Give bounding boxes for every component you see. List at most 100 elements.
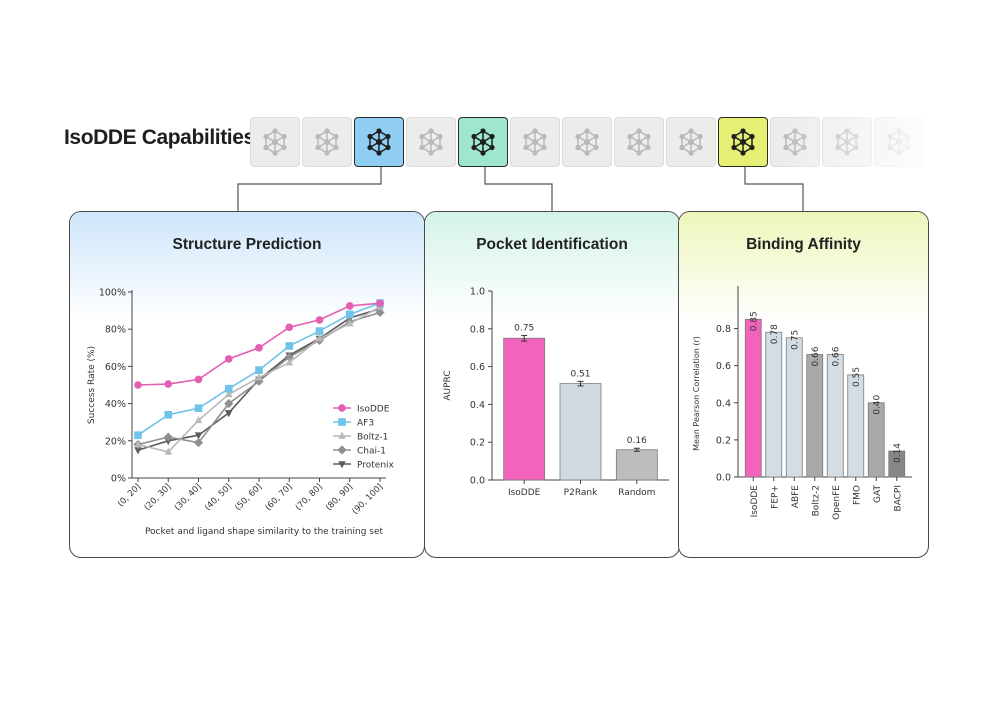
capability-tile-active[interactable] (718, 117, 768, 167)
capability-tile[interactable] (666, 117, 716, 167)
data-point (255, 373, 263, 381)
legend-label: Chai-1 (357, 447, 386, 457)
series-boltz-1 (134, 302, 384, 455)
connector-affinity (744, 167, 804, 211)
panel-title: Pocket Identification (476, 236, 628, 253)
y-tick-label: 0.6 (470, 362, 485, 373)
x-tick-label: (40, 50] (203, 482, 234, 513)
capability-tile[interactable] (302, 117, 352, 167)
data-point (345, 319, 354, 327)
bar (847, 374, 865, 478)
data-label: 0.85 (750, 311, 760, 331)
y-tick-label: 0.8 (716, 324, 731, 335)
data-point (338, 418, 346, 426)
data-point (134, 381, 142, 389)
y-tick-label: 0.4 (470, 400, 485, 411)
panel-gradient (70, 212, 424, 322)
data-point (164, 410, 173, 419)
panel-gradient (679, 212, 928, 322)
network-graph-icon (523, 128, 547, 156)
data-label: 0.51 (570, 369, 590, 379)
data-point (224, 384, 233, 393)
capability-tile[interactable] (614, 117, 664, 167)
data-label: 0.75 (514, 323, 534, 333)
x-tick-label: GAT (873, 485, 883, 503)
legend-label: Protenix (357, 461, 395, 471)
data-point (134, 440, 142, 448)
data-point (285, 323, 294, 332)
bar (503, 337, 546, 481)
connector-structure (237, 167, 382, 211)
x-tick-label: (70, 80] (294, 482, 325, 513)
x-tick-label: FEP+ (770, 485, 780, 509)
data-point (164, 447, 173, 455)
x-tick-label: IsoDDE (750, 485, 760, 518)
y-tick-label: 0.6 (716, 361, 731, 372)
data-label: 0.75 (791, 330, 801, 350)
data-point (338, 461, 346, 469)
y-tick-label: 0% (111, 474, 126, 485)
capability-tile-active[interactable] (458, 117, 508, 167)
network-graph-icon (627, 128, 651, 156)
y-axis-title: Mean Pearson Correlation (r) (692, 336, 701, 451)
data-point (338, 431, 346, 439)
bar-chart: 0.0 0.2 0.4 0.6 0.8 Mean Pearson Correlation … (692, 286, 912, 520)
legend-label: AF3 (357, 419, 374, 429)
bar-chart: 0.0 0.2 0.4 0.6 0.8 1.0 AUPRC 0.75 IsoDDE 0.51 P2R… (443, 287, 669, 498)
data-label: 0.14 (893, 443, 903, 463)
y-tick-label: 0.0 (470, 476, 485, 487)
data-label: 0.66 (811, 346, 821, 366)
y-tick-label: 0.2 (716, 435, 731, 446)
data-point (194, 416, 203, 424)
network-graph-icon (315, 128, 339, 156)
bar (826, 354, 844, 478)
x-tick-label: OpenFE (832, 485, 842, 520)
data-point (134, 431, 142, 440)
x-tick-label: (20, 30] (142, 482, 173, 513)
bar (806, 354, 824, 478)
network-graph-icon (575, 128, 599, 156)
data-label: 0.40 (873, 394, 883, 414)
data-point (337, 445, 347, 455)
x-tick-label: (80, 90] (324, 482, 355, 513)
panel-title: Structure Prediction (172, 236, 322, 253)
data-point (315, 316, 324, 324)
x-tick-label: (90, 100] (350, 482, 385, 517)
y-tick-label: 20% (105, 436, 126, 447)
bar (615, 449, 658, 481)
x-tick-label: ABFE (791, 485, 801, 509)
y-tick-label: 100% (99, 288, 126, 299)
data-point (194, 375, 203, 384)
data-point (315, 334, 324, 342)
panel-binding-affinity: Binding Affinity 0.0 0.2 0.4 0.6 0.8 Mean Pea… (678, 211, 929, 558)
data-point (285, 342, 294, 350)
network-graph-icon (367, 128, 391, 156)
x-tick-label: (0, 20] (116, 482, 143, 509)
y-tick-label: 60% (105, 362, 126, 373)
capability-tile[interactable] (510, 117, 560, 167)
capability-tile[interactable] (562, 117, 612, 167)
x-tick-label: Boltz-2 (811, 485, 821, 516)
bar (785, 337, 803, 478)
y-tick-label: 0.0 (716, 473, 731, 484)
data-point (255, 344, 263, 352)
x-tick-label: (30, 40] (173, 482, 204, 513)
capability-tile[interactable] (250, 117, 300, 167)
x-tick-label: Random (618, 488, 655, 498)
y-tick-label: 0.4 (716, 398, 731, 409)
network-graph-icon (471, 128, 495, 156)
capability-tile[interactable] (406, 117, 456, 167)
bar (765, 331, 783, 478)
capability-tile-active[interactable] (354, 117, 404, 167)
network-graph-icon (419, 128, 443, 156)
legend: IsoDDE AF3 Boltz-1 Chai-1 Protenix (333, 404, 395, 471)
data-point (284, 352, 294, 362)
data-point (224, 410, 233, 418)
panel-structure-prediction: Structure Prediction 0% 20% 40% 60% 80% 100% (… (69, 211, 425, 558)
x-tick-label: (60, 70] (263, 482, 294, 513)
bar (744, 318, 762, 478)
data-point (345, 310, 354, 319)
x-tick-label: (50, 60] (233, 482, 264, 513)
network-graph-icon (731, 128, 755, 156)
